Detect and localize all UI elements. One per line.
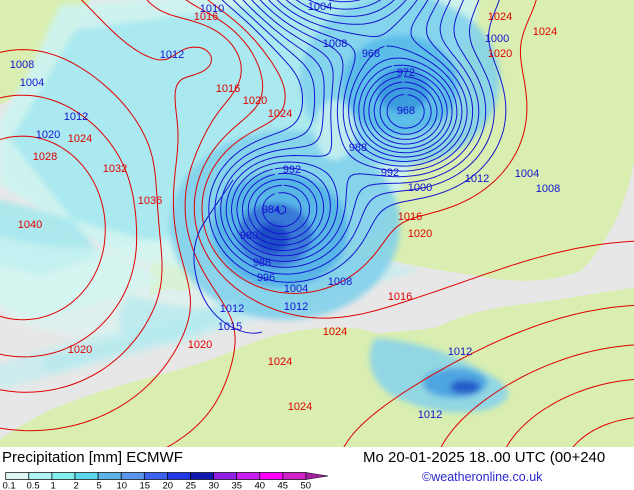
svg-text:1024: 1024 [268, 356, 292, 368]
svg-text:0.5: 0.5 [27, 481, 40, 490]
svg-text:1012: 1012 [465, 173, 489, 185]
svg-text:30: 30 [209, 481, 220, 490]
svg-text:40: 40 [255, 481, 266, 490]
svg-text:972: 972 [397, 67, 415, 79]
svg-text:1008: 1008 [536, 183, 560, 195]
svg-text:45: 45 [278, 481, 289, 490]
svg-text:25: 25 [186, 481, 197, 490]
svg-text:1024: 1024 [323, 326, 347, 338]
svg-text:1016: 1016 [216, 83, 240, 95]
svg-text:1012: 1012 [64, 111, 88, 123]
svg-text:992: 992 [381, 167, 399, 179]
svg-text:1015: 1015 [218, 321, 242, 333]
svg-text:2: 2 [74, 481, 79, 490]
svg-text:1024: 1024 [488, 11, 512, 23]
svg-text:980: 980 [240, 230, 258, 242]
svg-text:1012: 1012 [160, 49, 184, 61]
svg-text:988: 988 [253, 257, 271, 269]
svg-text:1008: 1008 [323, 38, 347, 50]
svg-text:Precipitation [mm] ECMWF: Precipitation [mm] ECMWF [2, 449, 183, 466]
svg-text:1004: 1004 [20, 77, 44, 89]
svg-text:1012: 1012 [448, 346, 472, 358]
svg-text:1008: 1008 [10, 59, 34, 71]
svg-text:1: 1 [51, 481, 56, 490]
svg-text:1004: 1004 [284, 283, 308, 295]
svg-text:1028: 1028 [33, 151, 57, 163]
svg-text:1024: 1024 [533, 26, 557, 38]
svg-text:1000: 1000 [485, 33, 509, 45]
svg-text:984: 984 [262, 204, 280, 216]
svg-text:968: 968 [397, 105, 415, 117]
svg-text:996: 996 [257, 272, 275, 284]
svg-text:50: 50 [301, 481, 312, 490]
svg-text:5: 5 [97, 481, 102, 490]
svg-text:20: 20 [163, 481, 174, 490]
svg-text:968: 968 [362, 48, 380, 60]
svg-text:35: 35 [232, 481, 243, 490]
svg-text:1020: 1020 [243, 95, 267, 107]
svg-text:988: 988 [349, 142, 367, 154]
svg-text:1016: 1016 [398, 211, 422, 223]
svg-text:15: 15 [140, 481, 151, 490]
svg-text:1016: 1016 [388, 291, 412, 303]
svg-text:1024: 1024 [288, 401, 312, 413]
svg-text:1012: 1012 [220, 303, 244, 315]
svg-text:1040: 1040 [18, 219, 42, 231]
svg-text:1020: 1020 [36, 129, 60, 141]
svg-text:1020: 1020 [408, 228, 432, 240]
svg-text:0.1: 0.1 [3, 481, 16, 490]
svg-text:Mo 20-01-2025 18..00 UTC (00+2: Mo 20-01-2025 18..00 UTC (00+240 [363, 449, 605, 466]
svg-text:1020: 1020 [188, 339, 212, 351]
svg-text:1036: 1036 [138, 195, 162, 207]
svg-text:©weatheronline.co.uk: ©weatheronline.co.uk [422, 470, 543, 484]
svg-text:1012: 1012 [284, 301, 308, 313]
svg-text:1020: 1020 [68, 344, 92, 356]
svg-text:1004: 1004 [515, 168, 539, 180]
svg-text:1024: 1024 [268, 108, 292, 120]
svg-text:1000: 1000 [408, 182, 432, 194]
svg-text:1020: 1020 [488, 48, 512, 60]
svg-text:992: 992 [283, 164, 301, 176]
svg-text:1008: 1008 [328, 276, 352, 288]
svg-text:10: 10 [117, 481, 128, 490]
svg-text:1012: 1012 [418, 409, 442, 421]
svg-text:1004: 1004 [308, 1, 332, 13]
svg-text:1016: 1016 [194, 11, 218, 23]
svg-text:1032: 1032 [103, 163, 127, 175]
svg-text:1024: 1024 [68, 133, 92, 145]
